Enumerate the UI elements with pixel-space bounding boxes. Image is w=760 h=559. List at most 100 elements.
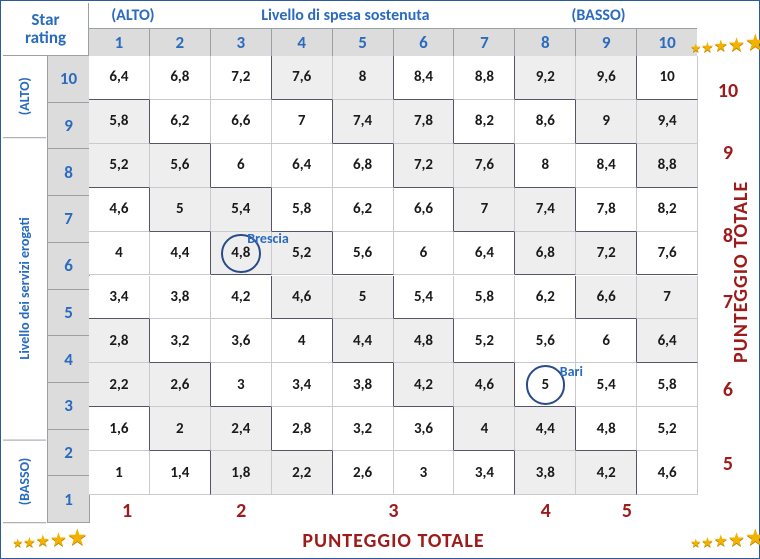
row-number: 9 xyxy=(48,103,89,150)
grid-cell: 7,8 xyxy=(576,188,637,232)
grid-cell: 8,4 xyxy=(576,144,637,188)
label-alto-top: (ALTO) xyxy=(89,6,177,25)
row-number: 5 xyxy=(48,290,89,337)
bottom-score-value: 5 xyxy=(622,497,698,525)
star-icon: ★ xyxy=(36,534,50,550)
stars-icon-bottom-left: ★★★★★ xyxy=(21,520,79,550)
grid-cell: 5,6 xyxy=(515,319,576,363)
grid-cell: 6,8 xyxy=(515,232,576,276)
grid-cell: 2,4 xyxy=(211,407,272,451)
col-number: 1 xyxy=(89,29,150,56)
grid-cell: 7,8 xyxy=(394,100,455,144)
row-number: 10 xyxy=(48,56,89,103)
grid-cell: 8,8 xyxy=(637,144,698,188)
bottom-score-value: 1 xyxy=(89,497,165,525)
grid-cell: 2,2 xyxy=(89,363,150,407)
row-number: 6 xyxy=(48,243,89,290)
stars-icon-top-right: ★★★★★ xyxy=(699,25,757,55)
row-number: 2 xyxy=(48,430,89,477)
grid-cell: 7,4 xyxy=(515,188,576,232)
grid-cell: 6,8 xyxy=(333,144,394,188)
grid-cell: 3,2 xyxy=(150,319,211,363)
grid-cell: 4,6 xyxy=(272,276,333,320)
col-number: 5 xyxy=(333,29,394,56)
star-icon: ★ xyxy=(50,531,67,550)
grid-cell: 5,8 xyxy=(272,188,333,232)
star-icon: ★ xyxy=(12,538,23,550)
row-number: 4 xyxy=(48,336,89,383)
grid-cell: 8,4 xyxy=(394,56,455,100)
grid-cell: 5 xyxy=(150,188,211,232)
city-label: Bari xyxy=(560,363,583,380)
label-basso-left: (BASSO) xyxy=(3,441,46,523)
grid-cell: 4 xyxy=(89,232,150,276)
grid-cell: 7 xyxy=(272,100,333,144)
grid-cell: 3,4 xyxy=(272,363,333,407)
col-number: 9 xyxy=(576,29,637,56)
grid-cell: 4,6 xyxy=(89,188,150,232)
grid-cell: 8 xyxy=(515,144,576,188)
grid-cell: 9 xyxy=(576,100,637,144)
grid-cell: 6,2 xyxy=(515,276,576,320)
star-icon: ★ xyxy=(23,536,36,550)
grid-cell: 4 xyxy=(272,319,333,363)
grid-cell: 5,4 xyxy=(576,363,637,407)
grid-cell: 6,8 xyxy=(150,56,211,100)
grid-cell: 3,8 xyxy=(515,451,576,495)
grid-cell: 5,2 xyxy=(637,407,698,451)
grid-cell: 7,6 xyxy=(272,56,333,100)
grid-cell: 7,2 xyxy=(394,144,455,188)
grid-cell: 7,6 xyxy=(454,144,515,188)
grid-cell: 4,2 xyxy=(211,276,272,320)
grid-cell: 4,2 xyxy=(576,451,637,495)
grid-cell: 2,8 xyxy=(89,319,150,363)
top-column-numbers: 12345678910 xyxy=(89,28,697,57)
grid-cell: 6,4 xyxy=(272,144,333,188)
grid-cell: 4,6 xyxy=(637,451,698,495)
grid-cell: 4,6 xyxy=(454,363,515,407)
star-rating-line2: rating xyxy=(25,29,66,47)
corner-star-rating-label: Star rating xyxy=(3,3,89,56)
star-icon: ★ xyxy=(745,527,760,550)
grid-cell: 4,4 xyxy=(333,319,394,363)
row-number: 1 xyxy=(48,476,89,523)
bottom-total-scores: 12345 xyxy=(89,497,698,525)
grid-cell: 7,4 xyxy=(333,100,394,144)
col-number: 3 xyxy=(211,29,272,56)
grid-cell: 2,6 xyxy=(333,451,394,495)
grid-cell: 8 xyxy=(333,56,394,100)
col-number: 8 xyxy=(515,29,576,56)
col-number: 6 xyxy=(394,29,455,56)
score-grid: 6,46,87,27,688,48,89,29,6105,86,26,677,4… xyxy=(89,56,698,495)
grid-cell: 6,6 xyxy=(211,100,272,144)
bottom-total-title: PUNTEGGIO TOTALE xyxy=(89,528,698,554)
grid-cell: 6,2 xyxy=(333,188,394,232)
grid-cell: 3,6 xyxy=(211,319,272,363)
star-icon: ★ xyxy=(690,43,701,55)
row-number: 7 xyxy=(48,196,89,243)
grid-cell: 8,6 xyxy=(515,100,576,144)
grid-cell: 7,2 xyxy=(576,232,637,276)
grid-cell: 6 xyxy=(576,319,637,363)
col-number: 10 xyxy=(637,29,697,56)
top-axis-label-row: (ALTO) Livello di spesa sostenuta (BASSO… xyxy=(89,3,757,27)
grid-cell: 9,6 xyxy=(576,56,637,100)
row-number: 3 xyxy=(48,383,89,430)
grid-cell: 9,2 xyxy=(515,56,576,100)
col-number: 2 xyxy=(150,29,211,56)
grid-cell: 10 xyxy=(637,56,698,100)
grid-cell: 7,6 xyxy=(637,232,698,276)
grid-cell: 6,4 xyxy=(637,319,698,363)
grid-cell: 6,2 xyxy=(150,100,211,144)
grid-cell: 5 xyxy=(333,276,394,320)
scoring-matrix: Star rating (ALTO) Livello di spesa sost… xyxy=(0,0,760,559)
grid-cell: 1,8 xyxy=(211,451,272,495)
grid-cell: 3,4 xyxy=(454,451,515,495)
grid-cell: 3 xyxy=(394,451,455,495)
grid-cell: 5,8 xyxy=(89,100,150,144)
grid-cell: 6 xyxy=(211,144,272,188)
star-icon: ★ xyxy=(67,527,88,550)
top-axis-label: Livello di spesa sostenuta xyxy=(177,6,514,25)
grid-cell: 4,8 xyxy=(576,407,637,451)
grid-cell: 5,6 xyxy=(150,144,211,188)
